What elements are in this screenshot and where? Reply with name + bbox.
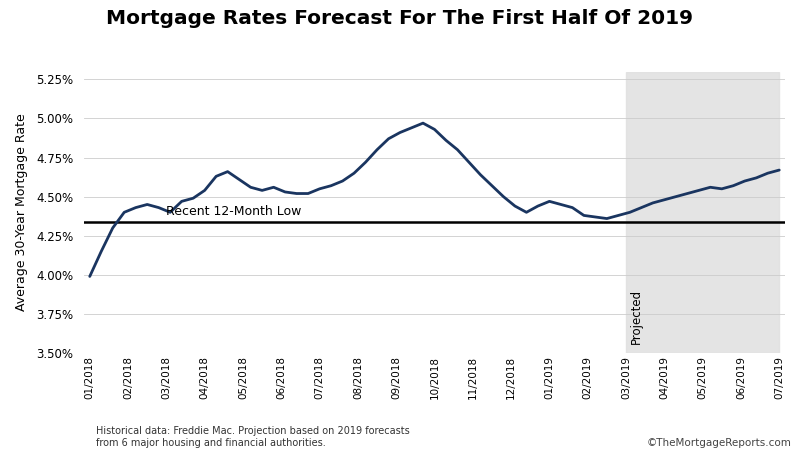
Y-axis label: Average 30-Year Mortgage Rate: Average 30-Year Mortgage Rate [15, 113, 28, 311]
Text: ©TheMortgageReports.com: ©TheMortgageReports.com [647, 438, 792, 448]
Text: Mortgage Rates Forecast For The First Half Of 2019: Mortgage Rates Forecast For The First Ha… [106, 9, 694, 28]
Text: Recent 12-Month Low: Recent 12-Month Low [166, 205, 302, 218]
Text: Historical data: Freddie Mac. Projection based on 2019 forecasts
from 6 major ho: Historical data: Freddie Mac. Projection… [96, 426, 410, 448]
Bar [626, 72, 779, 353]
Text: Projected: Projected [630, 288, 642, 344]
